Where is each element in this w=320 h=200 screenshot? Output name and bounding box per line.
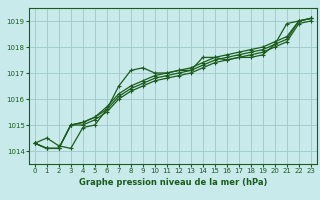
X-axis label: Graphe pression niveau de la mer (hPa): Graphe pression niveau de la mer (hPa) — [79, 178, 267, 187]
